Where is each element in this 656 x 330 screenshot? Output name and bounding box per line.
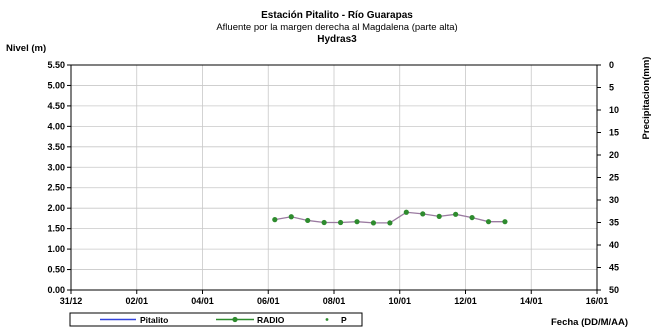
data-point-radio bbox=[420, 211, 426, 217]
y2-tick-label: 20 bbox=[609, 150, 619, 160]
y2-tick-label: 15 bbox=[609, 128, 619, 138]
legend-marker-radio bbox=[232, 316, 238, 323]
y-axis-label: Nivel (m) bbox=[6, 43, 46, 54]
legend-label-p: P bbox=[341, 315, 347, 325]
y2-axis-label: Precipitacion(mm) bbox=[641, 57, 652, 140]
y2-tick-label: 10 bbox=[609, 105, 619, 115]
data-point-radio bbox=[436, 213, 442, 219]
x-tick-label: 04/01 bbox=[191, 296, 214, 306]
y-tick-label: 5.50 bbox=[47, 60, 65, 70]
y-tick-label: 3.00 bbox=[47, 162, 65, 172]
legend-label-pitalito: Pitalito bbox=[140, 315, 168, 325]
legend-marker-p bbox=[325, 318, 329, 321]
x-axis-label: Fecha (DD/M/AA) bbox=[551, 317, 628, 328]
legend: Pitalito RADIO P bbox=[69, 312, 363, 327]
y2-tick-label: 30 bbox=[609, 195, 619, 205]
x-tick-label: 06/01 bbox=[257, 296, 280, 306]
x-tick-label: 08/01 bbox=[323, 296, 346, 306]
chart-title: Estación Pitalito - Río Guarapas bbox=[261, 10, 413, 21]
y-tick-label: 1.50 bbox=[47, 224, 65, 234]
data-point-radio bbox=[337, 219, 344, 226]
data-point-radio bbox=[502, 219, 508, 225]
y2-tick-label: 45 bbox=[609, 263, 619, 273]
y-tick-label: 3.50 bbox=[47, 142, 65, 152]
data-point-radio bbox=[403, 209, 409, 215]
data-point-radio bbox=[370, 220, 377, 226]
y-tick-label: 2.50 bbox=[47, 183, 65, 193]
legend-label-radio: RADIO bbox=[257, 315, 285, 325]
x-tick-label: 14/01 bbox=[520, 296, 543, 306]
x-tick-label: 16/01 bbox=[586, 296, 609, 306]
y-tick-label: 2.00 bbox=[47, 203, 65, 213]
data-point-radio bbox=[485, 219, 492, 225]
y-tick-label: 0.00 bbox=[47, 285, 65, 295]
y-tick-label: 1.00 bbox=[47, 244, 65, 254]
data-point-radio bbox=[469, 214, 475, 221]
y2-tick-label: 25 bbox=[609, 173, 619, 183]
x-tick-label: 10/01 bbox=[388, 296, 411, 306]
y-tick-label: 0.50 bbox=[47, 265, 65, 275]
chart-model-label: Hydras3 bbox=[317, 34, 357, 45]
y2-tick-label: 0 bbox=[609, 60, 614, 70]
y2-tick-label: 40 bbox=[609, 240, 619, 250]
y-tick-label: 5.00 bbox=[47, 80, 65, 90]
y-tick-label: 4.00 bbox=[47, 121, 65, 131]
y-tick-label: 4.50 bbox=[47, 101, 65, 111]
data-point-radio bbox=[387, 220, 393, 226]
y2-tick-label: 50 bbox=[609, 285, 619, 295]
series-marks bbox=[272, 209, 508, 226]
x-tick-label: 02/01 bbox=[125, 296, 148, 306]
data-point-radio bbox=[354, 219, 360, 225]
axis-ticks: 0.00 0.50 1.00 1.50 2.00 2.50 3.00 3.50 4.00 4.50… bbox=[47, 60, 619, 306]
y2-tick-label: 35 bbox=[609, 218, 619, 228]
data-point-radio bbox=[288, 214, 294, 220]
data-point-radio bbox=[305, 217, 311, 224]
x-tick-label: 12/01 bbox=[454, 296, 477, 306]
x-tick-label: 31/12 bbox=[60, 296, 83, 306]
chart-subtitle: Afluente por la margen derecha al Magdal… bbox=[216, 22, 457, 33]
data-point-radio bbox=[453, 211, 459, 217]
data-point-radio bbox=[272, 217, 278, 223]
data-point-radio bbox=[321, 219, 327, 226]
grid-lines bbox=[71, 65, 597, 290]
y2-tick-label: 5 bbox=[609, 83, 614, 93]
